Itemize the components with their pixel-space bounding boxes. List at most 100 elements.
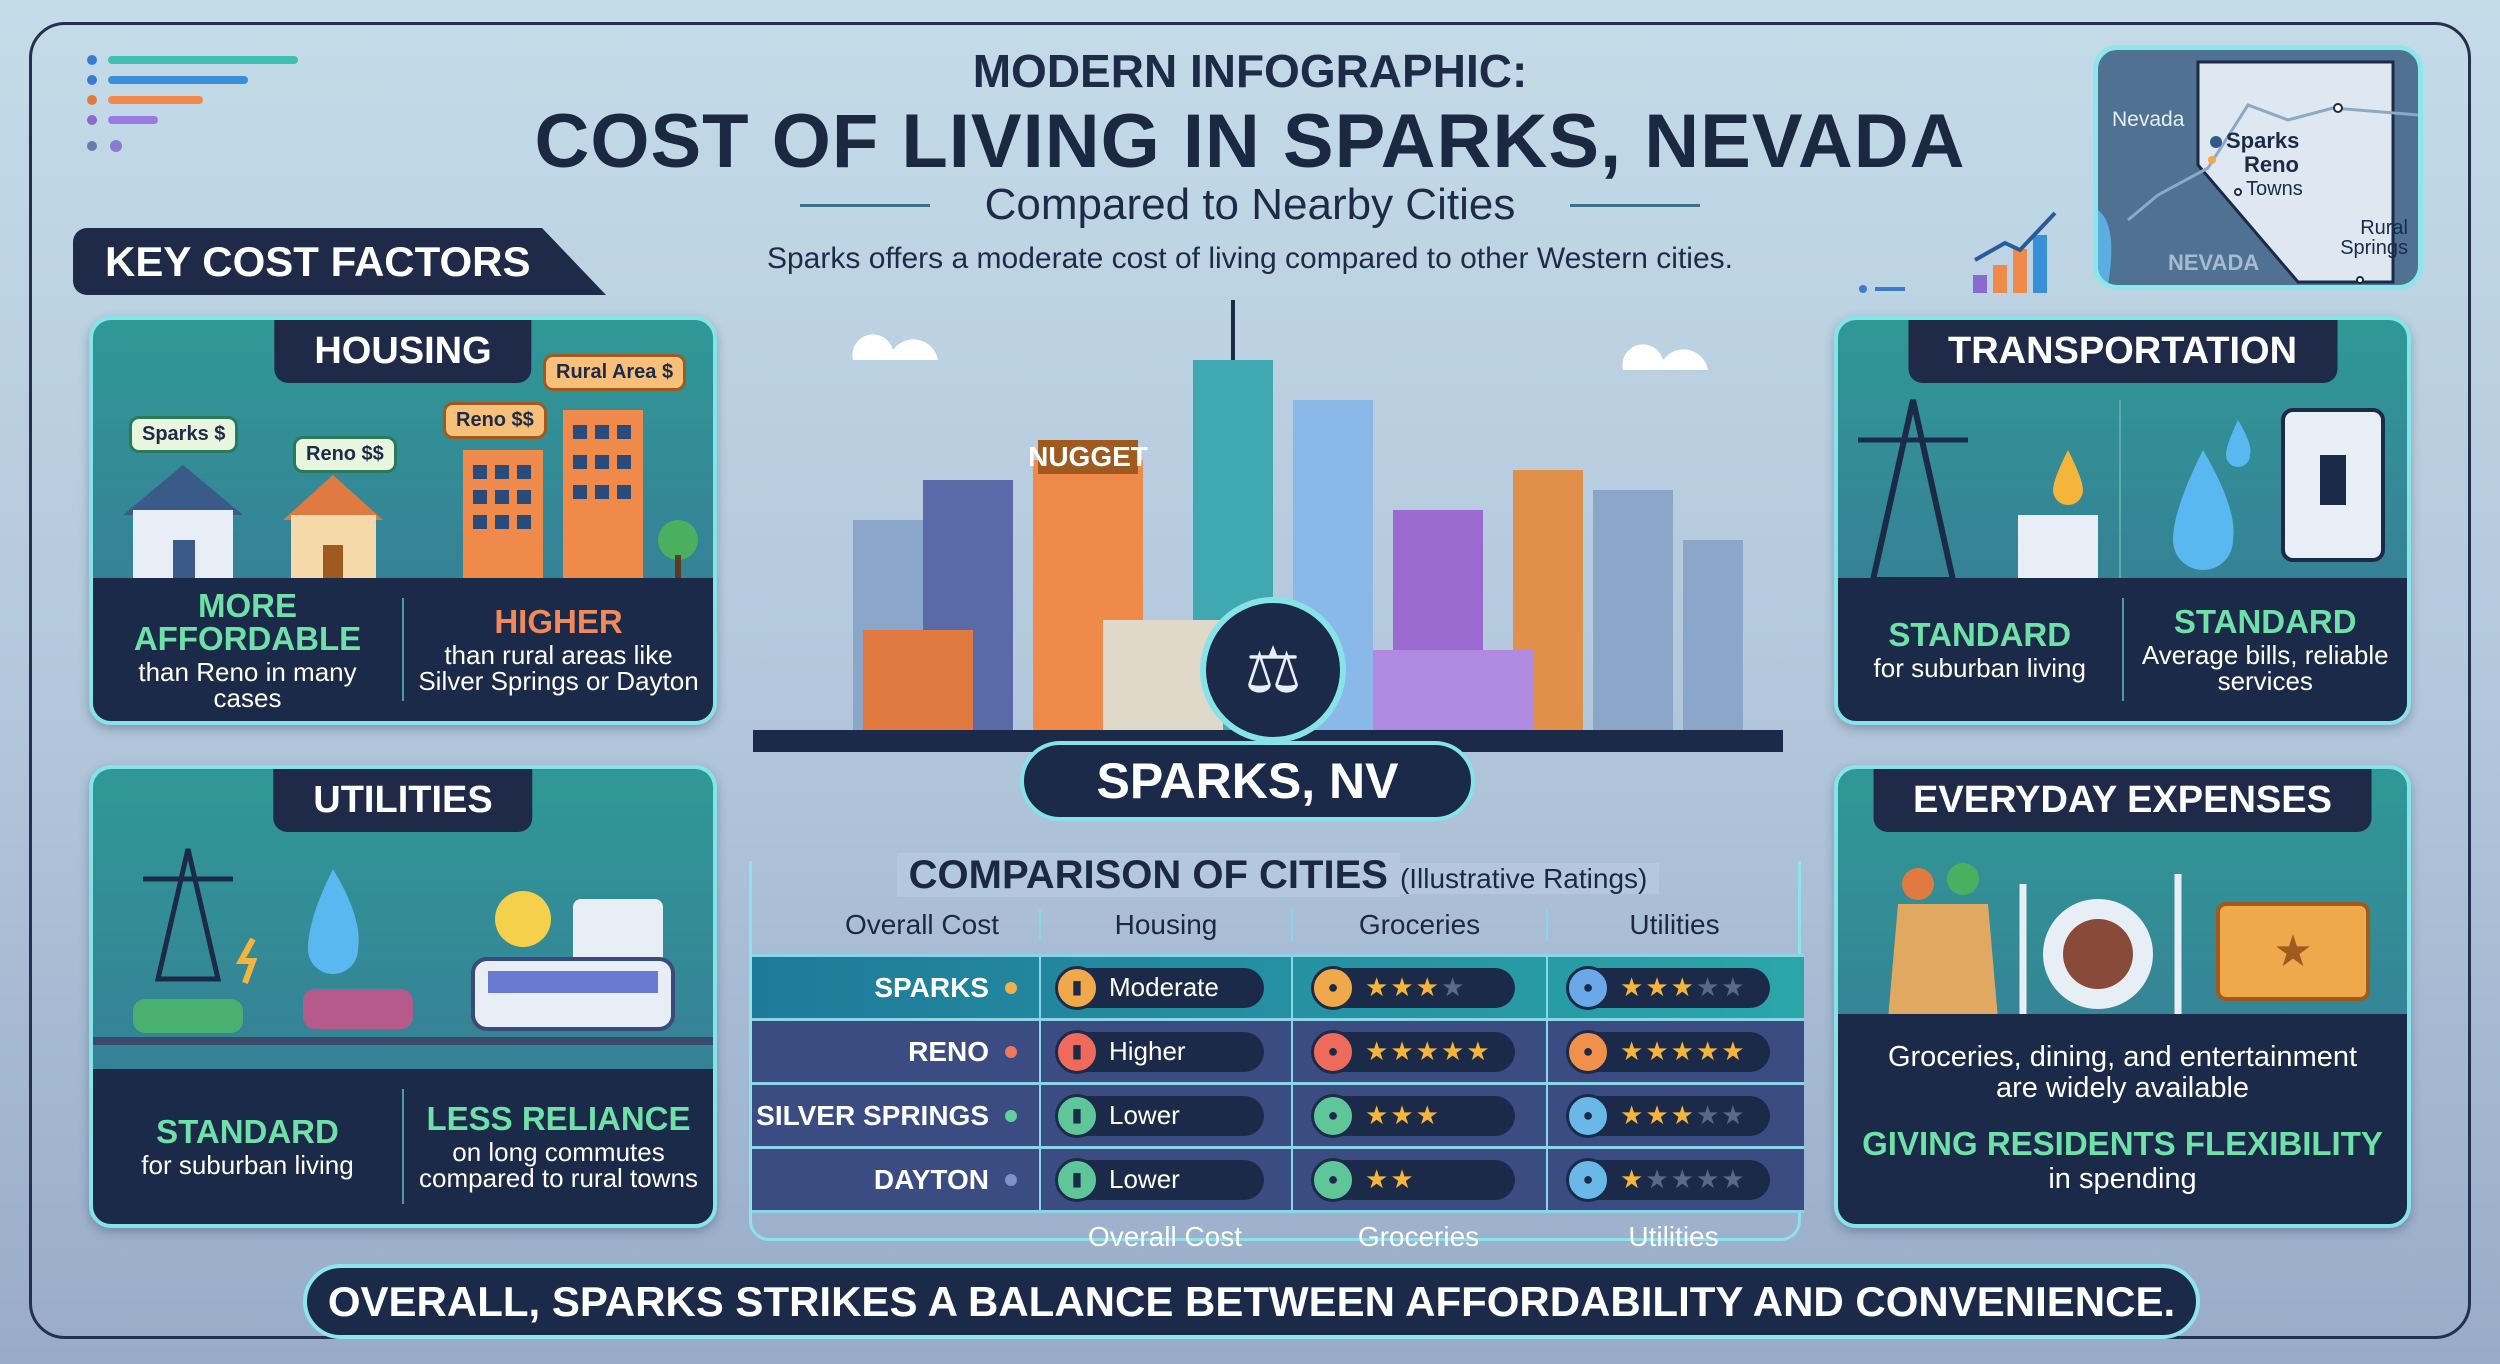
star-icon: ★ bbox=[1390, 1036, 1414, 1066]
groceries-icon: ● bbox=[1311, 1029, 1355, 1074]
groceries-rating: ● ★ ★ ★ ★ ★ bbox=[1311, 1029, 1515, 1074]
transportation-illustration-icon bbox=[1858, 399, 2385, 590]
star-icon: ★ bbox=[1645, 1036, 1669, 1066]
conclusion-banner: OVERALL, SPARKS STRIKES A BALANCE BETWEE… bbox=[303, 1264, 2200, 1339]
utilities-icon: ● bbox=[1566, 965, 1610, 1010]
transportation-summary: STANDARD for suburban living STANDARD Aver… bbox=[1838, 578, 2407, 721]
star-icon: ★ bbox=[1670, 1164, 1694, 1194]
housing-left-text: than Reno in many cases bbox=[138, 656, 357, 713]
housing-panel: HOUSING Sparks $ Reno $$ Reno $$ Rural A… bbox=[89, 316, 717, 725]
city-label: SPARKS, NV bbox=[1020, 741, 1475, 821]
transportation-title: TRANSPORTATION bbox=[1907, 320, 2338, 383]
map-label-nevada-state: NEVADA bbox=[2168, 250, 2260, 275]
column-header: Housing bbox=[1039, 909, 1291, 941]
star-icon: ★ bbox=[1390, 972, 1414, 1002]
map-label-towns: Towns bbox=[2246, 178, 2303, 200]
star-icon: ★ bbox=[1721, 972, 1745, 1002]
header-kicker: MODERN INFOGRAPHIC: bbox=[972, 45, 1528, 97]
everyday-expenses-panel: EVERYDAY EXPENSES ★ Groceries, dining, a… bbox=[1834, 765, 2411, 1228]
map-label-nevada: Nevada bbox=[2112, 108, 2185, 131]
column-header: Overall Cost bbox=[844, 909, 999, 940]
star-icon: ★ bbox=[1670, 972, 1694, 1002]
everyday-heading: GIVING RESIDENTS FLEXIBILITY bbox=[1862, 1124, 2383, 1162]
utilities-rating: ● ★ ★ ★ ★ ★ bbox=[1566, 1029, 1770, 1074]
table-footer: Overall Cost Groceries Utilities bbox=[752, 1210, 1804, 1274]
housing-value: Lower bbox=[1109, 1100, 1180, 1130]
city-skyline-illustration-icon: NUGGET ⚖ bbox=[753, 300, 1783, 752]
star-icon: ★ bbox=[1645, 972, 1669, 1002]
transportation-panel: TRANSPORTATION STANDARD for suburban livi… bbox=[1834, 316, 2411, 725]
star-icon: ★ bbox=[1695, 1100, 1720, 1130]
utilities-illustration-icon bbox=[93, 848, 713, 1045]
star-icon: ★ bbox=[1466, 1036, 1490, 1066]
page-title: COST OF LIVING IN SPARKS, NEVADA bbox=[534, 99, 1966, 184]
comparison-title: COMPARISON OF CITIES bbox=[896, 853, 1400, 897]
utilities-panel: UTILITIES STANDARD for suburban living LE… bbox=[89, 765, 717, 1228]
housing-rating: ▮ Higher bbox=[1055, 1029, 1264, 1074]
housing-right-text: than rural areas like Silver Springs or … bbox=[418, 640, 699, 696]
star-icon: ★ bbox=[1721, 1100, 1745, 1130]
price-tag-sparks: Sparks $ bbox=[129, 416, 239, 453]
utilities-left-heading: STANDARD bbox=[156, 1113, 339, 1150]
star-icon: ★ bbox=[1620, 1164, 1644, 1194]
map-label-sparks: Sparks bbox=[2226, 128, 2300, 153]
price-tag-rural-area: Rural Area $ bbox=[543, 354, 687, 391]
page-subtitle: Compared to Nearby Cities bbox=[984, 180, 1516, 229]
svg-text:⚖: ⚖ bbox=[1244, 634, 1301, 706]
star-icon: ★ bbox=[1645, 1100, 1669, 1130]
table-row: DAYTON ▮ Lower ● ★ ★ ● ★ ★ ★ ★ ★ bbox=[752, 1146, 1804, 1210]
housing-value: Higher bbox=[1109, 1036, 1186, 1066]
utilities-icon: ● bbox=[1566, 1029, 1610, 1074]
star-icon: ★ bbox=[1695, 1164, 1720, 1194]
housing-rating: ▮ Moderate bbox=[1055, 965, 1264, 1010]
price-tag-reno-2: Reno $$ bbox=[443, 402, 547, 439]
star-icon: ★ bbox=[1695, 972, 1720, 1002]
city-dot bbox=[1005, 981, 1017, 994]
star-icon: ★ bbox=[1415, 1100, 1439, 1130]
city-name: SILVER SPRINGS bbox=[756, 1099, 989, 1131]
map-label-rural-springs: Rural Springs bbox=[2340, 217, 2408, 259]
star-icon: ★ bbox=[1365, 972, 1389, 1002]
housing-level-icon: ▮ bbox=[1055, 1093, 1099, 1138]
housing-level-icon: ▮ bbox=[1055, 1157, 1099, 1202]
city-dot bbox=[1005, 1109, 1017, 1122]
housing-left-heading: MORE AFFORDABLE bbox=[133, 586, 362, 657]
column-header: Groceries bbox=[1291, 909, 1546, 941]
star-icon: ★ bbox=[1670, 1036, 1694, 1066]
utilities-summary: STANDARD for suburban living LESS RELIANC… bbox=[93, 1069, 713, 1224]
star-icon: ★ bbox=[1415, 972, 1439, 1002]
star-icon: ★ bbox=[1390, 1100, 1414, 1130]
utilities-title: UTILITIES bbox=[273, 769, 533, 832]
comparison-table: COMPARISON OF CITIES (Illustrative Rating… bbox=[749, 853, 1804, 1252]
star-icon: ★ bbox=[1365, 1164, 1389, 1194]
housing-right-heading: HIGHER bbox=[494, 603, 623, 640]
star-icon: ★ bbox=[1620, 972, 1644, 1002]
table-row: RENO ▮ Higher ● ★ ★ ★ ★ ★ ● ★ ★ ★ ★ ★ bbox=[752, 1018, 1804, 1082]
housing-rating: ▮ Lower bbox=[1055, 1157, 1264, 1202]
star-icon: ★ bbox=[1620, 1100, 1644, 1130]
divider bbox=[1570, 204, 1700, 207]
housing-rating: ▮ Lower bbox=[1055, 1093, 1264, 1138]
growth-chart-icon bbox=[1859, 211, 2057, 293]
groceries-rating: ● ★ ★ ★ bbox=[1311, 1093, 1515, 1138]
star-icon: ★ bbox=[1365, 1036, 1389, 1066]
utilities-rating: ● ★ ★ ★ ★ ★ bbox=[1566, 1093, 1770, 1138]
city-dot bbox=[1005, 1173, 1017, 1186]
food-entertainment-illustration-icon: ★ bbox=[1888, 863, 2370, 1019]
groceries-icon: ● bbox=[1311, 1157, 1355, 1202]
housing-value: Lower bbox=[1109, 1164, 1180, 1194]
everyday-text: Groceries, dining, and entertainment are… bbox=[1887, 1041, 2358, 1104]
city-name: SPARKS bbox=[874, 971, 989, 1003]
utilities-left-text: for suburban living bbox=[141, 1150, 354, 1180]
star-icon: ★ bbox=[1670, 1100, 1694, 1130]
star-icon: ★ bbox=[1365, 1100, 1389, 1130]
tagline: Sparks offers a moderate cost of living … bbox=[766, 242, 1733, 275]
utilities-right-text: on long commutes compared to rural towns bbox=[419, 1137, 698, 1193]
groceries-icon: ● bbox=[1311, 1093, 1355, 1138]
star-icon: ★ bbox=[1440, 1036, 1465, 1066]
column-footer: Overall Cost bbox=[1087, 1221, 1243, 1252]
groceries-rating: ● ★ ★ bbox=[1311, 1157, 1515, 1202]
utilities-rating: ● ★ ★ ★ ★ ★ bbox=[1566, 965, 1770, 1010]
groceries-icon: ● bbox=[1311, 965, 1355, 1010]
transportation-right-text: Average bills, reliable services bbox=[2141, 640, 2389, 696]
